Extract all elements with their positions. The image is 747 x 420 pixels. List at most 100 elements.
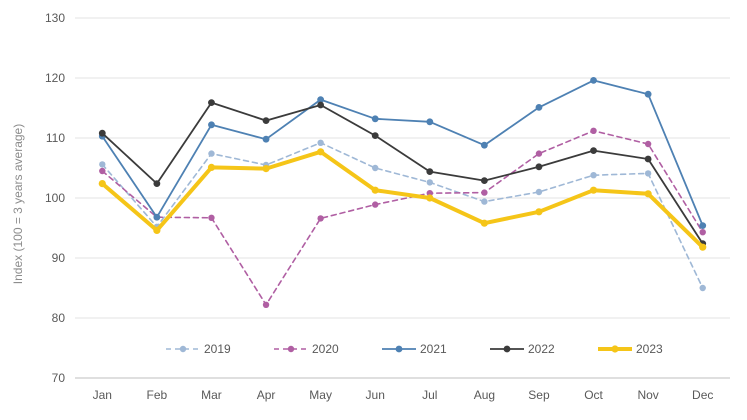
legend-item-2021: 2021: [382, 342, 447, 356]
data-point: [317, 96, 325, 103]
data-point: [426, 118, 434, 126]
data-point: [480, 141, 488, 149]
data-point: [699, 284, 706, 292]
series-line-2021: [101, 79, 704, 227]
data-point: [98, 129, 106, 137]
x-tick-label: Mar: [201, 388, 222, 402]
legend-label: 2019: [204, 342, 231, 356]
x-axis-ticks: Jan Feb Mar Apr May Jun Jul Aug Sep Oct Nov Dec: [93, 388, 714, 402]
legend-label: 2023: [636, 342, 663, 356]
data-point: [590, 147, 597, 155]
y-axis-ticks: 70 80 90 100 110 120 130: [45, 11, 65, 385]
y-tick-label: 70: [52, 371, 66, 385]
legend-marker: [287, 345, 295, 353]
data-point: [644, 155, 652, 163]
data-point: [371, 132, 379, 140]
data-point: [317, 101, 325, 109]
gridlines: [75, 17, 730, 379]
data-point: [699, 243, 707, 251]
data-point: [99, 161, 106, 168]
x-tick-label: May: [309, 388, 332, 402]
data-point: [208, 214, 215, 221]
data-point: [481, 198, 488, 205]
data-point: [644, 140, 652, 148]
y-tick-label: 100: [45, 191, 65, 205]
series-line-2019: [101, 142, 704, 289]
series-line-2020: [101, 130, 704, 306]
x-tick-label: Oct: [584, 388, 603, 402]
data-point: [98, 180, 106, 188]
data-point: [372, 201, 379, 208]
series-lines: [98, 77, 707, 308]
data-point: [590, 127, 597, 134]
data-point: [535, 104, 543, 111]
data-point: [99, 167, 106, 175]
legend-marker: [611, 345, 619, 353]
data-point: [371, 186, 379, 194]
series-line-2023: [100, 149, 705, 250]
data-point: [153, 180, 161, 188]
y-tick-label: 90: [52, 251, 66, 265]
data-point: [426, 168, 434, 176]
x-tick-label: Dec: [692, 388, 713, 402]
y-axis-title: Index (100 = 3 years average): [11, 124, 25, 284]
y-tick-label: 120: [45, 71, 65, 85]
data-point: [153, 213, 161, 221]
y-tick-label: 110: [46, 131, 65, 145]
data-point: [208, 150, 215, 157]
data-point: [590, 77, 597, 84]
series-2022: [98, 99, 707, 248]
series-line-2022: [101, 101, 704, 245]
y-tick-label: 80: [52, 311, 66, 325]
x-tick-label: Sep: [528, 388, 550, 402]
data-point: [644, 90, 652, 98]
data-point: [153, 226, 161, 234]
y-tick-label: 130: [45, 11, 65, 25]
data-point: [426, 194, 434, 202]
legend: 2019 2020 2021 2022 2023: [166, 342, 663, 356]
data-point: [535, 208, 543, 216]
x-tick-label: Jun: [366, 388, 385, 402]
x-tick-label: Nov: [637, 388, 658, 402]
data-point: [262, 135, 270, 143]
data-point: [372, 164, 379, 172]
data-point: [699, 229, 706, 236]
data-point: [535, 163, 543, 171]
data-point: [481, 189, 488, 196]
data-point: [644, 170, 652, 177]
data-point: [317, 148, 325, 156]
data-point: [644, 190, 652, 198]
data-point: [589, 186, 598, 194]
data-point: [207, 163, 216, 171]
legend-item-2022: 2022: [490, 342, 555, 356]
data-point: [208, 121, 215, 129]
data-point: [535, 188, 543, 196]
data-point: [590, 172, 597, 179]
legend-item-2020: 2020: [274, 342, 339, 356]
data-point: [208, 99, 215, 106]
x-tick-label: Jan: [93, 388, 112, 402]
data-point: [699, 222, 707, 230]
data-point: [262, 301, 270, 308]
x-tick-label: Jul: [422, 388, 437, 402]
legend-marker: [179, 345, 187, 353]
legend-marker: [503, 345, 511, 353]
legend-item-2019: 2019: [166, 342, 231, 356]
legend-marker: [395, 345, 403, 353]
data-point: [480, 177, 488, 185]
data-point: [480, 219, 488, 227]
data-point: [371, 115, 379, 123]
data-point: [262, 117, 270, 124]
series-2023: [98, 148, 707, 251]
data-point: [535, 150, 543, 157]
data-point: [426, 179, 433, 186]
legend-label: 2021: [420, 342, 447, 356]
x-tick-label: Apr: [257, 388, 276, 402]
data-point: [317, 139, 324, 146]
x-tick-label: Feb: [147, 388, 168, 402]
data-point: [262, 165, 270, 173]
x-tick-label: Aug: [474, 388, 495, 402]
legend-label: 2022: [528, 342, 555, 356]
